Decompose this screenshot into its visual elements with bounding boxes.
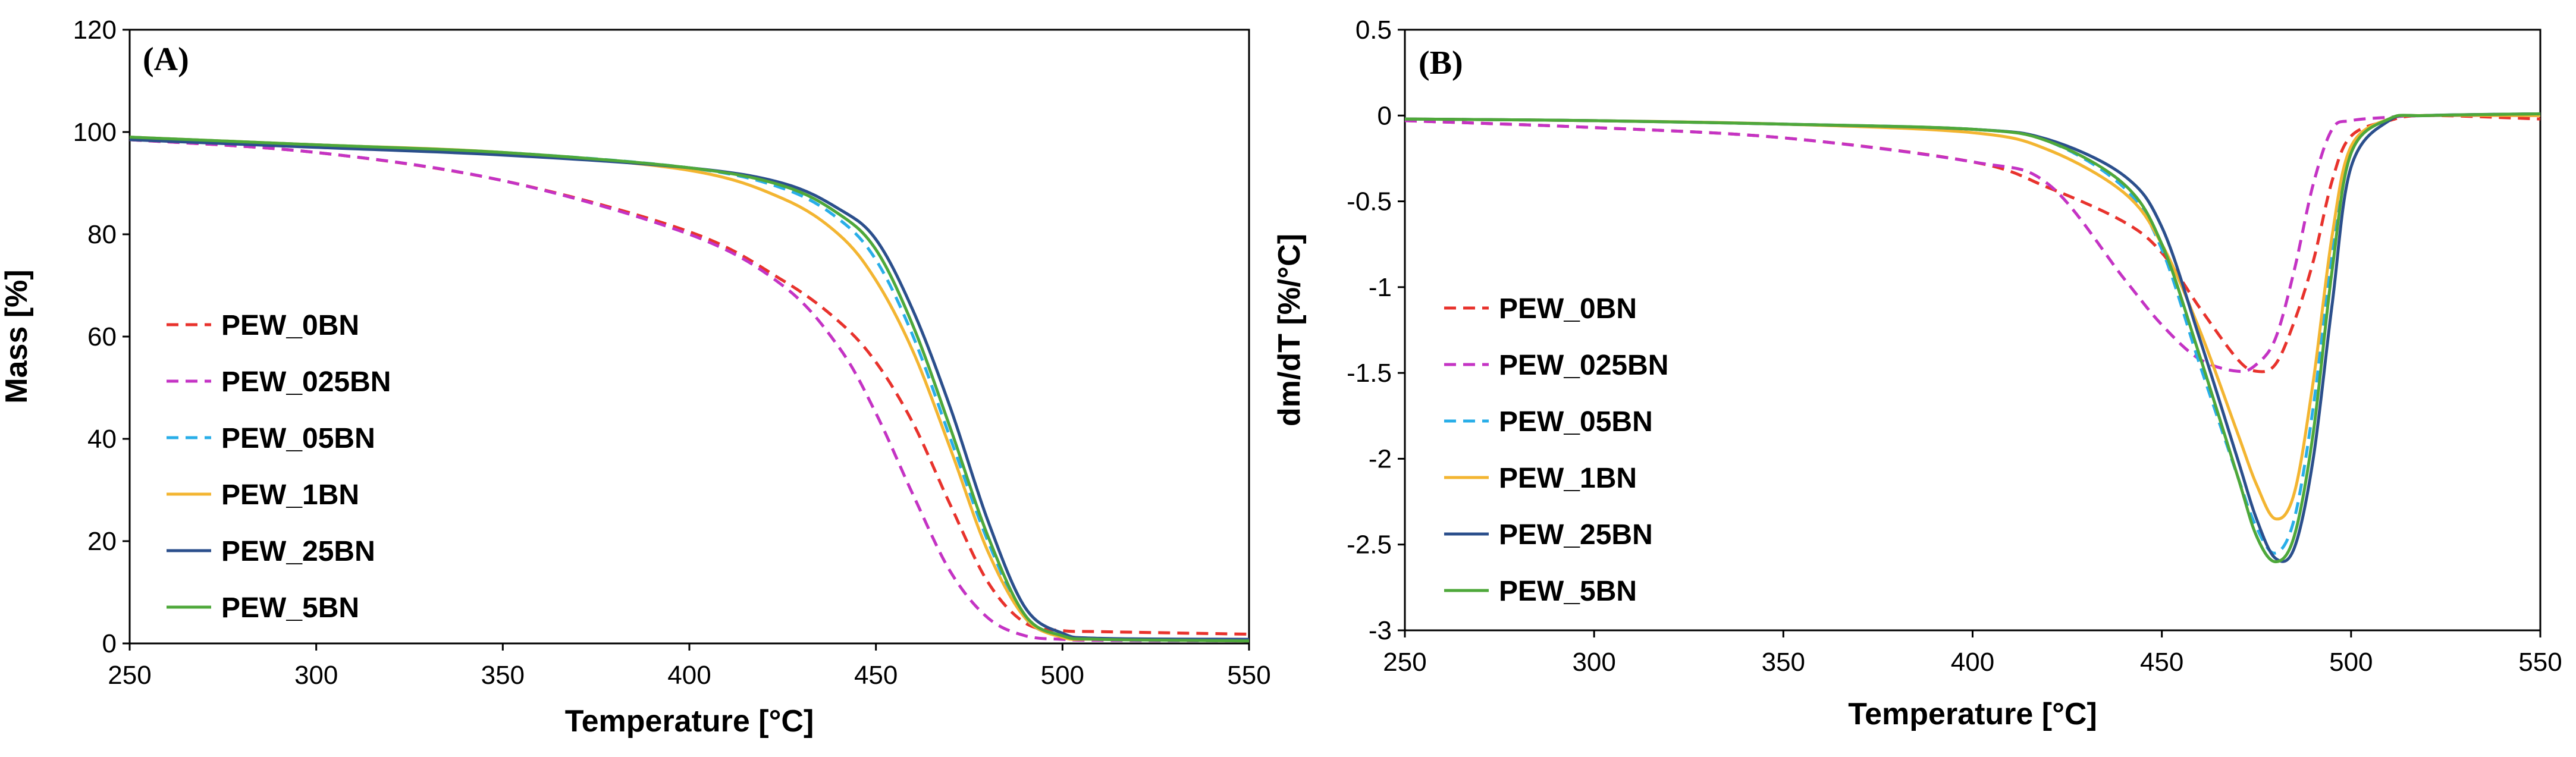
- y-tick-label: 20: [87, 527, 117, 556]
- x-tick-label: 250: [1383, 648, 1426, 677]
- x-tick-label: 300: [294, 661, 338, 690]
- series-line-pew-25bn: [1404, 112, 2541, 563]
- series-line-pew-5bn: [1404, 112, 2541, 564]
- x-tick-label: 350: [481, 661, 525, 690]
- y-tick-label: 120: [73, 15, 117, 45]
- x-tick-label: 400: [1951, 648, 1994, 677]
- legend-label: PEW_025BN: [1499, 350, 1668, 381]
- legend-label: PEW_025BN: [221, 366, 391, 398]
- x-axis-title: Temperature [°C]: [1848, 697, 2097, 731]
- x-tick-label: 450: [854, 661, 898, 690]
- x-tick-label: 250: [108, 661, 151, 690]
- y-axis-title: Mass [%]: [0, 269, 34, 403]
- legend-label: PEW_0BN: [1499, 293, 1637, 325]
- y-tick-label: 60: [87, 322, 117, 351]
- y-tick-label: -1: [1369, 273, 1392, 302]
- y-tick-label: 0: [102, 629, 117, 658]
- legend-label: PEW_25BN: [221, 536, 375, 567]
- legend-label: PEW_5BN: [1499, 576, 1637, 607]
- legend-label: PEW_05BN: [1499, 406, 1653, 438]
- x-tick-label: 450: [2140, 648, 2183, 677]
- x-tick-label: 500: [1041, 661, 1084, 690]
- y-tick-label: -1.5: [1347, 359, 1392, 388]
- x-tick-label: 550: [1227, 661, 1270, 690]
- x-tick-label: 550: [2518, 648, 2562, 677]
- x-tick-label: 350: [1762, 648, 1805, 677]
- y-tick-label: 100: [73, 118, 117, 147]
- y-tick-label: -3: [1369, 616, 1392, 645]
- x-axis-title: Temperature [°C]: [565, 704, 814, 739]
- x-tick-label: 400: [667, 661, 711, 690]
- y-tick-label: 40: [87, 425, 117, 454]
- y-tick-label: -2.5: [1347, 530, 1392, 560]
- legend-label: PEW_25BN: [1499, 519, 1653, 551]
- y-tick-label: -0.5: [1347, 187, 1392, 216]
- y-tick-label: -2: [1369, 444, 1392, 473]
- panel-label: (A): [143, 41, 189, 78]
- series-line-pew-25bn: [129, 138, 1250, 641]
- chart-panel-a: 0 20 40 60 80 100 120 250 300 350 400 450 500 550 Temp…: [0, 15, 1271, 739]
- y-tick-label: 0: [1378, 101, 1392, 130]
- chart-panel-b: 0.5 0 -0.5 -1 -1.5 -2 -2.5 -3 250 300 350 400 450 500…: [1272, 15, 2562, 731]
- y-tick-label: 80: [87, 220, 117, 249]
- legend-label: PEW_0BN: [221, 310, 359, 341]
- series-line-pew-5bn: [129, 136, 1250, 643]
- series-line-pew-025bn: [1404, 114, 2541, 373]
- series-line-pew-0bn: [1404, 114, 2541, 373]
- legend-label: PEW_5BN: [221, 592, 359, 624]
- x-tick-label: 300: [1572, 648, 1615, 677]
- legend-label: PEW_1BN: [1499, 463, 1637, 494]
- legend-label: PEW_05BN: [221, 423, 375, 454]
- legend-label: PEW_1BN: [221, 479, 359, 511]
- y-axis-title: dm/dT [%/°C]: [1272, 234, 1307, 426]
- series-line-pew-025bn: [129, 138, 1250, 643]
- panel-label: (B): [1419, 45, 1463, 81]
- y-tick-label: 0.5: [1356, 15, 1392, 45]
- x-tick-label: 500: [2329, 648, 2373, 677]
